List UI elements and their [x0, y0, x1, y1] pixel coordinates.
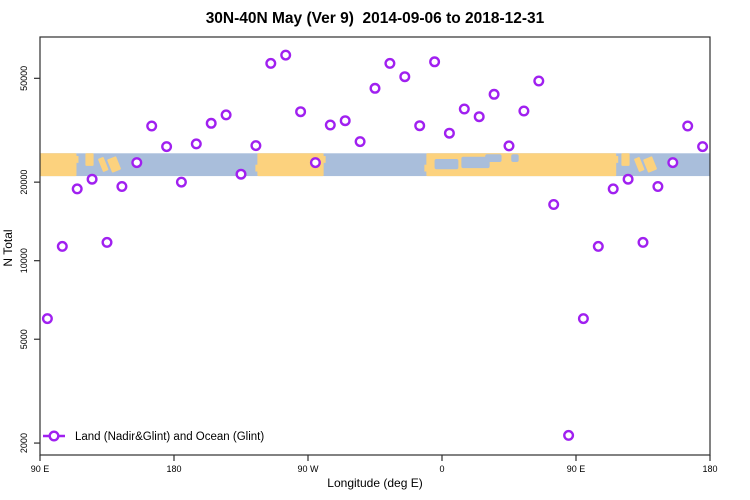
data-point: [175, 176, 187, 188]
y-tick-label: 10000: [19, 248, 29, 273]
x-tick-label: 90 W: [297, 464, 319, 474]
chart-title: 30N-40N May (Ver 9) 2014-09-06 to 2018-1…: [206, 10, 545, 27]
data-point: [161, 141, 173, 153]
data-point: [682, 120, 694, 132]
data-point: [518, 105, 530, 117]
data-point: [101, 236, 113, 248]
data-point: [205, 117, 217, 129]
x-tick-label: 0: [439, 464, 444, 474]
x-tick-label: 90 E: [31, 464, 50, 474]
data-point: [503, 140, 515, 152]
x-tick-label: 90 E: [567, 464, 586, 474]
data-point: [652, 180, 664, 192]
data-point: [637, 236, 649, 248]
water-patch-caspian-sea: [511, 154, 519, 162]
data-point: [592, 240, 604, 252]
data-point: [190, 138, 202, 150]
data-point: [146, 120, 158, 132]
data-point: [473, 111, 485, 123]
data-point: [384, 57, 396, 69]
land-segment-japan-west: [98, 157, 109, 172]
water-patch-west-mediterranean: [434, 158, 459, 170]
data-point: [577, 313, 589, 325]
data-point: [71, 183, 83, 195]
land-segment-japan-west-2: [634, 157, 645, 172]
data-point: [414, 120, 426, 132]
land-segment-asia-china: [40, 153, 77, 177]
data-points: [41, 49, 709, 441]
data-point: [250, 140, 262, 152]
data-point: [488, 88, 500, 100]
land-segment-korea: [85, 153, 94, 166]
x-tick-label: 180: [166, 464, 181, 474]
land-segment-japan-east-2: [643, 156, 657, 173]
data-point: [429, 56, 441, 68]
land-segment-north-america: [257, 153, 324, 177]
data-point: [697, 141, 709, 153]
plot-border: [39, 36, 711, 456]
data-point: [533, 75, 545, 87]
x-tick-label: 180: [702, 464, 717, 474]
y-tick-label: 20000: [19, 170, 29, 195]
data-point: [339, 115, 351, 127]
data-point: [220, 109, 232, 121]
x-axis-title: Longitude (deg E): [327, 476, 422, 490]
data-point: [235, 168, 247, 180]
water-patch-east-mediterranean: [461, 156, 490, 169]
data-point: [41, 313, 53, 325]
data-point: [563, 429, 575, 441]
data-point: [443, 127, 455, 139]
data-point: [622, 173, 634, 185]
data-point: [458, 103, 470, 115]
data-point: [369, 82, 381, 94]
axes: 90 E 180 90 W 0 90 E 180 2000 5000 10000 20000 500…: [19, 66, 718, 474]
y-axis-title: N Total: [1, 229, 15, 266]
legend: Land (Nadir&Glint) and Ocean (Glint): [43, 430, 264, 443]
data-point: [399, 71, 411, 83]
y-tick-label: 2000: [19, 433, 29, 453]
world-map-band: [40, 153, 710, 177]
water-patch-black-sea: [485, 154, 502, 162]
data-point: [667, 157, 679, 169]
data-point: [295, 106, 307, 118]
y-tick-label: 50000: [19, 66, 29, 91]
data-point: [354, 136, 366, 148]
coast-detail: [322, 156, 326, 163]
data-point: [309, 157, 321, 169]
data-point: [548, 198, 560, 210]
data-point: [131, 157, 143, 169]
coast-detail: [615, 156, 619, 163]
land-segment-japan-east: [107, 156, 121, 173]
data-point: [265, 57, 277, 69]
coast-detail: [75, 156, 79, 163]
data-point: [86, 173, 98, 185]
legend-label: Land (Nadir&Glint) and Ocean (Glint): [75, 431, 264, 443]
data-point: [607, 183, 619, 195]
coast-detail: [424, 164, 428, 172]
y-tick-label: 5000: [19, 329, 29, 349]
data-point: [324, 119, 336, 131]
data-point: [116, 180, 128, 192]
land-segment-korea-2: [621, 153, 630, 166]
coast-detail: [255, 164, 259, 172]
data-point: [56, 240, 68, 252]
data-point: [280, 49, 292, 61]
legend-marker-icon: [48, 430, 60, 442]
